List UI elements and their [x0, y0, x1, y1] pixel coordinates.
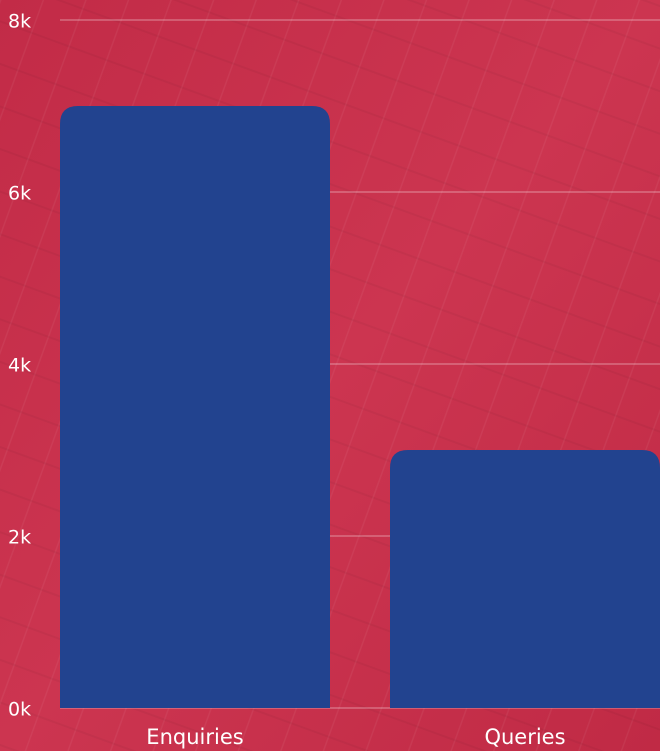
- y-tick-label: 4k: [8, 355, 31, 377]
- x-tick-label: Enquiries: [146, 725, 243, 749]
- y-tick-label: 0k: [8, 699, 31, 721]
- x-tick-label: Queries: [484, 725, 565, 749]
- bar: [60, 106, 330, 708]
- y-tick-label: 6k: [8, 183, 31, 205]
- y-tick-label: 8k: [8, 11, 31, 33]
- y-tick-label: 2k: [8, 527, 31, 549]
- bar: [390, 450, 660, 708]
